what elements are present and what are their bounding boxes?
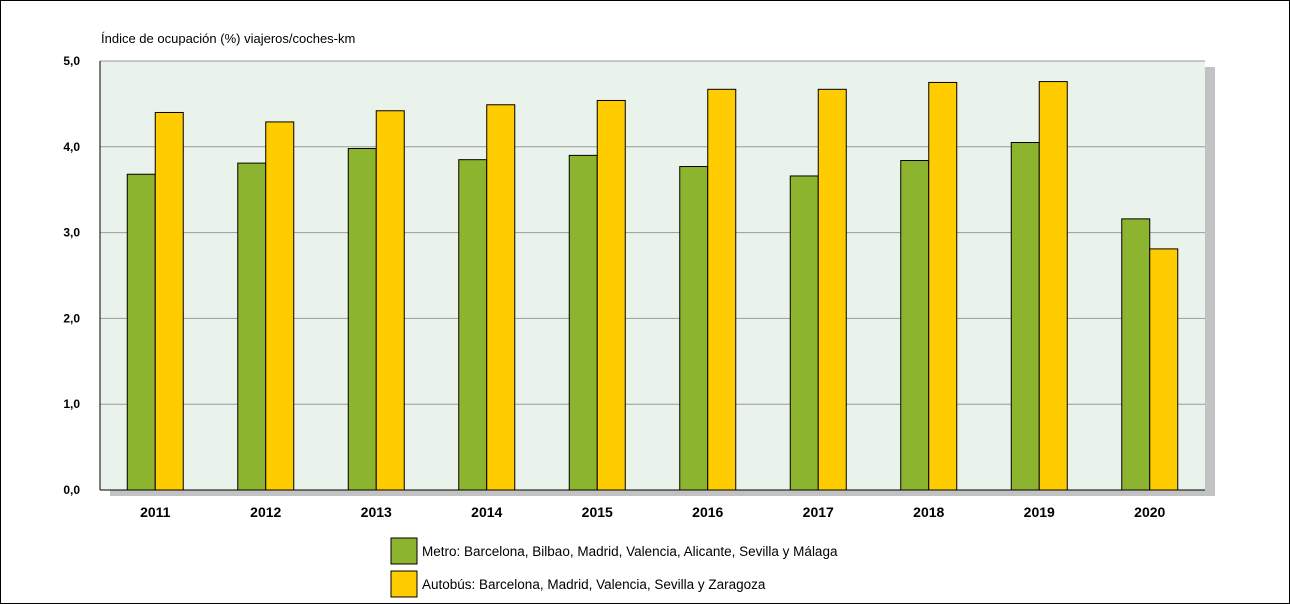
bar-metro	[1010, 142, 1040, 491]
x-tick-label: 2011	[140, 504, 171, 520]
bar-autobus	[817, 88, 847, 491]
bar-metro	[1121, 218, 1151, 491]
y-axis-label: Índice de ocupación (%) viajeros/coches-…	[101, 31, 355, 46]
x-tick-label: 2019	[1024, 504, 1055, 520]
x-tick-label: 2012	[250, 504, 281, 520]
legend-swatch-metro	[390, 537, 418, 565]
bar-autobus	[154, 111, 184, 491]
bar-metro	[237, 162, 267, 491]
bar-metro	[347, 148, 377, 491]
bar-autobus	[375, 110, 405, 491]
bar-autobus	[1149, 248, 1179, 491]
bar-metro	[789, 175, 819, 491]
bar-autobus	[486, 104, 516, 491]
x-tick-label: 2013	[361, 504, 392, 520]
x-tick-label: 2016	[692, 504, 723, 520]
bar-metro	[568, 154, 598, 491]
y-tick-label: 5,0	[63, 54, 80, 68]
y-tick-label: 3,0	[63, 226, 80, 240]
x-tick-label: 2017	[803, 504, 834, 520]
y-tick-label: 4,0	[63, 140, 80, 154]
bar-autobus	[707, 88, 737, 491]
bar-autobus	[265, 121, 295, 491]
x-tick-label: 2018	[913, 504, 944, 520]
legend-label-autobus: Autobús: Barcelona, Madrid, Valencia, Se…	[422, 577, 766, 592]
bar-autobus	[1038, 81, 1068, 491]
legend-label-metro: Metro: Barcelona, Bilbao, Madrid, Valenc…	[422, 544, 838, 559]
bar-metro	[679, 166, 709, 491]
bar-metro	[900, 160, 930, 491]
bar-metro	[458, 159, 488, 491]
x-tick-label: 2020	[1134, 504, 1165, 520]
y-tick-label: 2,0	[63, 311, 80, 325]
x-tick-label: 2014	[471, 504, 502, 520]
x-tick-label: 2015	[582, 504, 613, 520]
bar-autobus	[596, 99, 626, 491]
legend-swatch-autobus	[390, 570, 418, 598]
bar-autobus	[928, 81, 958, 491]
bar-metro	[126, 173, 156, 491]
y-tick-label: 0,0	[63, 483, 80, 497]
y-tick-label: 1,0	[63, 397, 80, 411]
